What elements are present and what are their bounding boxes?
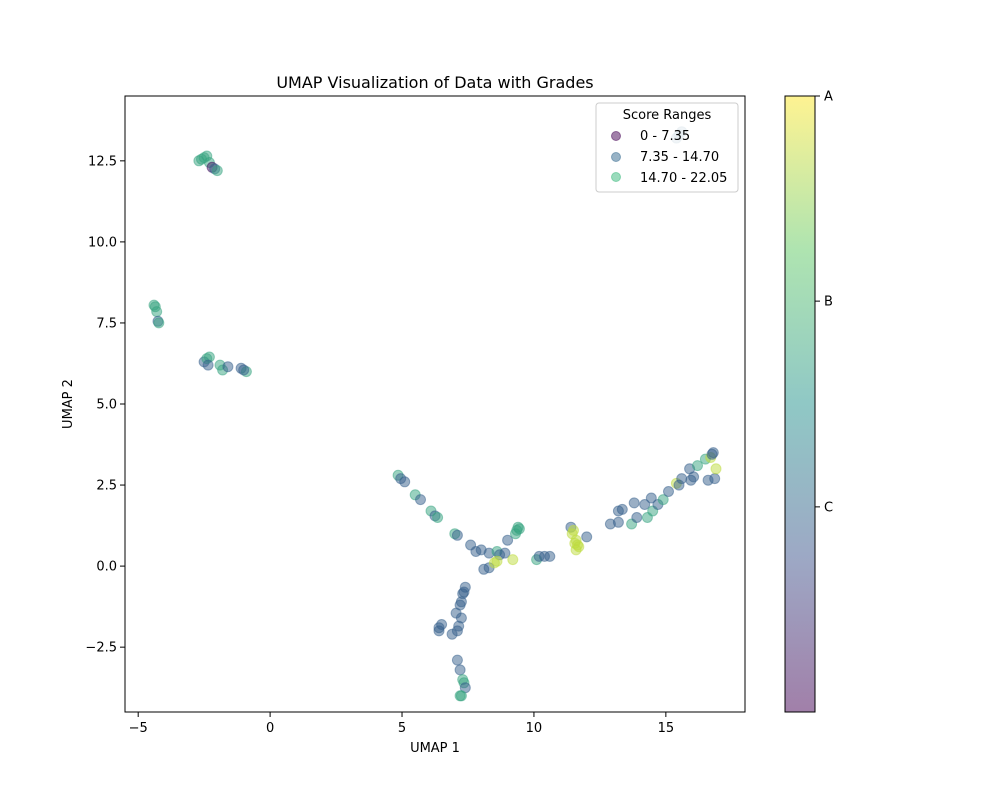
x-tick-label-2: 5 [398, 721, 406, 736]
data-point-48 [507, 554, 519, 566]
data-point-82 [676, 473, 688, 485]
data-point-43 [502, 534, 514, 546]
data-point-52 [513, 523, 525, 535]
data-point-71 [628, 497, 640, 509]
chart-title: UMAP Visualization of Data with Grades [276, 73, 593, 92]
colorbar [784, 95, 816, 713]
y-axis-ticks: −2.5 0.0 2.5 5.0 7.5 10.0 12.5 [85, 154, 125, 656]
y-tick-label-1: 0.0 [96, 560, 117, 575]
data-point-7 [211, 165, 223, 177]
data-point-103 [446, 628, 458, 640]
data-point-75 [645, 492, 657, 504]
y-tick-label-0: −2.5 [85, 641, 117, 656]
legend-label-1: 7.35 - 14.70 [640, 150, 719, 165]
data-point-56 [544, 550, 556, 562]
legend-label-2: 14.70 - 22.05 [640, 171, 727, 186]
data-point-92 [709, 473, 721, 485]
data-point-19 [202, 359, 214, 371]
x-tick-label-4: 15 [658, 721, 675, 736]
x-tick-label-3: 10 [526, 721, 543, 736]
colorbar-tick-label-1: B [824, 295, 833, 310]
legend-marker-0 [611, 131, 621, 141]
data-point-47 [491, 555, 503, 567]
data-point-33 [432, 512, 444, 523]
x-axis-label: UMAP 1 [410, 741, 460, 756]
data-point-64 [572, 539, 583, 551]
x-tick-label-0: −5 [129, 721, 148, 736]
plot-area [125, 96, 745, 712]
data-point-35 [451, 529, 463, 541]
y-tick-label-6: 12.5 [88, 154, 117, 169]
legend-marker-2 [611, 172, 621, 182]
y-tick-label-3: 5.0 [96, 398, 117, 413]
legend: Score Ranges 0 - 7.35 7.35 - 14.70 14.70… [595, 102, 739, 193]
data-point-65 [581, 531, 593, 543]
data-point-85 [688, 471, 700, 483]
data-point-107 [451, 654, 463, 666]
legend-box [595, 102, 739, 193]
data-point-93 [710, 463, 722, 475]
data-point-72 [631, 512, 643, 523]
data-point-15 [153, 317, 165, 329]
colorbar-tick-label-2: C [824, 500, 833, 515]
scatter-points [148, 126, 722, 702]
data-point-42 [499, 547, 511, 559]
data-point-73 [639, 499, 651, 510]
data-point-106 [433, 625, 445, 637]
x-tick-label-1: 0 [266, 721, 274, 736]
y-tick-label-4: 7.5 [96, 316, 117, 331]
data-point-86 [692, 460, 703, 472]
legend-label-0: 0 - 7.35 [640, 129, 690, 144]
data-point-67 [612, 516, 624, 528]
data-point-113 [455, 690, 467, 702]
data-point-79 [663, 486, 674, 497]
y-tick-label-5: 10.0 [88, 235, 117, 250]
colorbar-tick-label-0: A [824, 90, 833, 105]
data-point-78 [657, 494, 669, 506]
legend-marker-1 [611, 152, 621, 162]
y-axis-label: UMAP 2 [61, 379, 76, 429]
data-point-69 [616, 503, 628, 515]
y-tick-label-2: 2.5 [96, 479, 117, 494]
x-axis-ticks: −5 0 5 10 15 [129, 712, 675, 736]
data-point-108 [454, 664, 466, 676]
colorbar-ticks: A B C [815, 90, 833, 515]
data-point-30 [415, 494, 426, 506]
data-point-91 [707, 447, 719, 459]
data-point-22 [222, 361, 234, 373]
data-point-25 [238, 364, 250, 376]
data-point-13 [151, 306, 163, 318]
data-point-28 [399, 476, 411, 488]
legend-title: Score Ranges [623, 108, 712, 123]
